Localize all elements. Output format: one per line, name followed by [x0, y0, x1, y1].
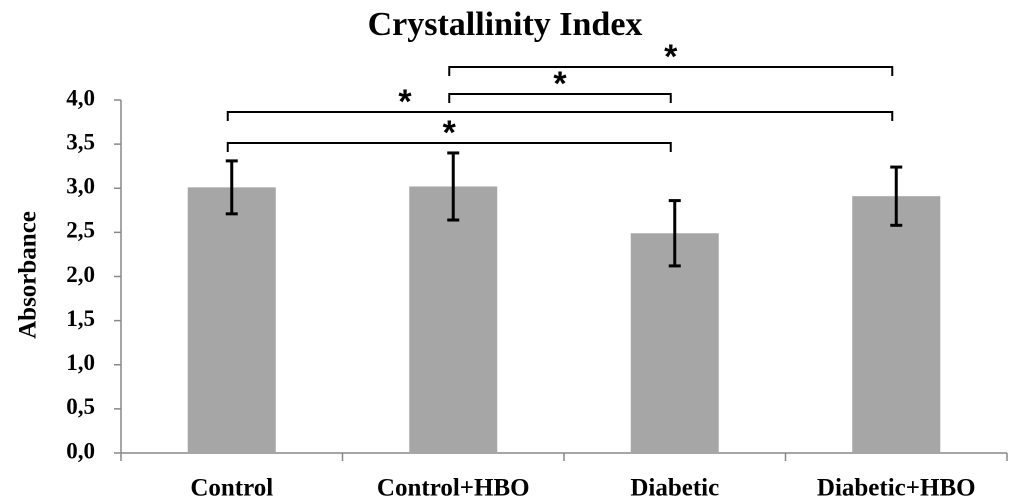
- significance-label: *: [443, 114, 457, 152]
- x-tick-label: Diabetic: [630, 475, 719, 502]
- x-tick-label: Control+HBO: [377, 475, 530, 502]
- x-tick-label: Diabetic+HBO: [817, 475, 976, 502]
- significance-bracket: [448, 66, 894, 76]
- y-tick-label: 0,5: [66, 394, 95, 419]
- significance-bracket: [448, 93, 672, 103]
- chart-title: Crystallinity Index: [368, 6, 643, 43]
- significance-label: *: [398, 83, 412, 121]
- y-tick-label: 4,0: [66, 85, 95, 110]
- significance-label: *: [553, 65, 567, 103]
- bar: [409, 186, 498, 454]
- error-bar: [225, 159, 238, 216]
- x-tick-label: Control: [190, 475, 273, 502]
- significance-bracket: [226, 111, 894, 121]
- error-bar: [668, 199, 681, 268]
- y-tick-label: 3,0: [66, 174, 95, 199]
- y-tick-label: 1,0: [66, 350, 95, 375]
- y-axis-title: Absorbance: [15, 211, 42, 339]
- bar: [630, 233, 719, 453]
- y-tick-label: 2,5: [66, 218, 95, 243]
- significance-bracket: [226, 142, 672, 152]
- bar: [187, 187, 276, 453]
- error-bar: [890, 165, 903, 227]
- y-tick-label: 1,5: [66, 306, 95, 331]
- y-tick-label: 3,5: [66, 129, 95, 154]
- error-bar: [447, 151, 460, 222]
- y-tick-label: 2,0: [66, 262, 95, 287]
- bar: [852, 196, 941, 453]
- significance-label: *: [664, 38, 678, 76]
- y-tick-label: 0,0: [66, 438, 95, 463]
